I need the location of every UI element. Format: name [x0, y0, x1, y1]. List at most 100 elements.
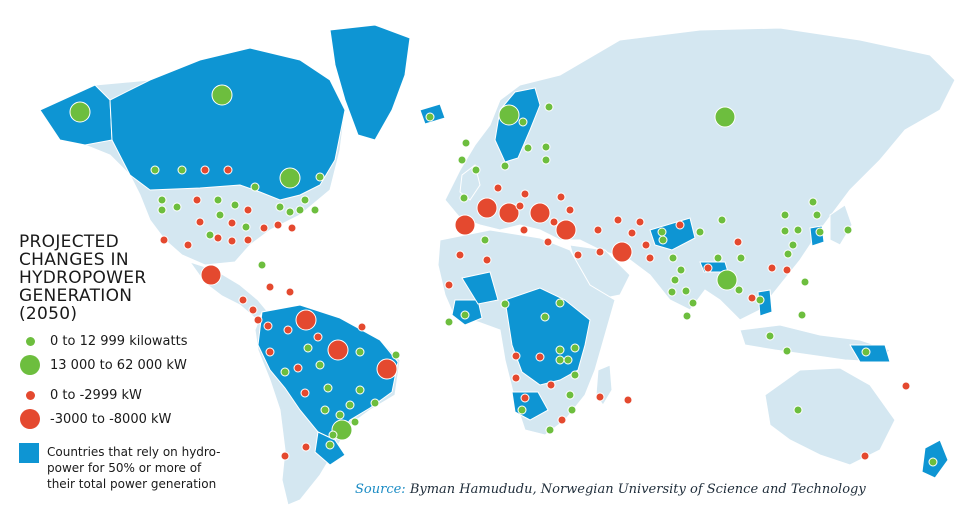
decrease-small-marker — [253, 315, 263, 325]
decrease-small-marker — [511, 373, 521, 383]
increase-small-marker — [323, 383, 333, 393]
increase-small-marker — [325, 440, 335, 450]
decrease-large-marker — [327, 339, 349, 361]
decrease-small-marker — [767, 263, 777, 273]
decrease-small-marker — [546, 380, 556, 390]
increase-small-marker — [250, 182, 260, 192]
increase-small-marker — [355, 347, 365, 357]
decrease-small-marker — [243, 235, 253, 245]
increase-small-marker — [544, 102, 554, 112]
increase-small-marker — [815, 227, 825, 237]
hydro-countries-label-line: power for 50% or more of — [47, 461, 202, 475]
hydro-south-america-north — [257, 304, 399, 441]
increase-small-marker — [555, 355, 565, 365]
hydro-countries-label-line: Countries that rely on hydro- — [47, 445, 221, 459]
increase-large-marker — [716, 269, 738, 291]
increase-small-marker — [523, 143, 533, 153]
source-label: Source: — [355, 482, 406, 497]
decrease-small-marker — [248, 305, 258, 315]
decrease-small-marker — [565, 205, 575, 215]
increase-small-marker — [800, 277, 810, 287]
increase-small-marker — [295, 205, 305, 215]
increase-small-marker — [780, 210, 790, 220]
decrease-small-marker — [192, 195, 202, 205]
decrease-small-marker — [635, 217, 645, 227]
increase-small-marker — [215, 210, 225, 220]
legend-large-increase-label: 13 000 to 62 000 kW — [50, 357, 187, 373]
increase-small-marker — [315, 360, 325, 370]
hydro-mali — [461, 271, 499, 305]
increase-small-marker — [230, 200, 240, 210]
decrease-small-marker — [623, 395, 633, 405]
hydropower-markers — [69, 84, 938, 467]
increase-small-marker — [177, 165, 187, 175]
increase-small-marker — [717, 215, 727, 225]
increase-small-marker — [670, 275, 680, 285]
decrease-small-marker — [223, 165, 233, 175]
decrease-small-marker — [703, 263, 713, 273]
increase-small-marker — [460, 310, 470, 320]
decrease-small-marker — [557, 415, 567, 425]
decrease-large-marker — [376, 358, 398, 380]
increase-small-marker — [793, 405, 803, 415]
small-red-dot-icon — [25, 390, 35, 400]
increase-small-marker — [793, 225, 803, 235]
decrease-small-marker — [227, 236, 237, 246]
increase-small-marker — [461, 138, 471, 148]
decrease-small-marker — [227, 218, 237, 228]
decrease-small-marker — [595, 392, 605, 402]
decrease-small-marker — [520, 189, 530, 199]
increase-small-marker — [444, 317, 454, 327]
increase-small-marker — [500, 299, 510, 309]
increase-small-marker — [658, 235, 668, 245]
increase-small-marker — [541, 142, 551, 152]
decrease-small-marker — [301, 442, 311, 452]
legend-title: PROJECTED CHANGES IN HYDROPOWER GENERATI… — [19, 233, 169, 323]
increase-small-marker — [280, 367, 290, 377]
decrease-small-marker — [243, 205, 253, 215]
decrease-small-marker — [613, 215, 623, 225]
increase-large-marker — [714, 106, 736, 128]
legend-title-line: PROJECTED — [19, 232, 119, 252]
increase-large-marker — [211, 84, 233, 106]
decrease-small-marker — [293, 363, 303, 373]
increase-large-marker — [279, 167, 301, 189]
large-red-dot-icon — [20, 409, 40, 429]
increase-small-marker — [518, 117, 528, 127]
decrease-small-marker — [287, 223, 297, 233]
increase-small-marker — [355, 385, 365, 395]
land-japan — [829, 204, 853, 246]
increase-small-marker — [157, 195, 167, 205]
increase-small-marker — [682, 311, 692, 321]
legend-large-decrease-label: -3000 to -8000 kW — [50, 411, 172, 427]
increase-small-marker — [563, 355, 573, 365]
increase-small-marker — [734, 285, 744, 295]
decrease-small-marker — [259, 223, 269, 233]
increase-small-marker — [668, 253, 678, 263]
increase-small-marker — [241, 222, 251, 232]
increase-small-marker — [285, 207, 295, 217]
increase-small-marker — [843, 225, 853, 235]
increase-small-marker — [780, 226, 790, 236]
hydro-greenland — [329, 24, 411, 141]
increase-small-marker — [788, 240, 798, 250]
decrease-small-marker — [265, 282, 275, 292]
decrease-small-marker — [573, 250, 583, 260]
decrease-small-marker — [159, 235, 169, 245]
increase-small-marker — [667, 287, 677, 297]
decrease-small-marker — [493, 183, 503, 193]
decrease-small-marker — [285, 287, 295, 297]
increase-small-marker — [213, 195, 223, 205]
legend-title-line: HYDROPOWER — [19, 268, 147, 288]
hydro-countries-swatch — [19, 443, 39, 463]
decrease-small-marker — [444, 280, 454, 290]
increase-small-marker — [459, 193, 469, 203]
decrease-small-marker — [543, 237, 553, 247]
legend-title-line: CHANGES IN — [19, 250, 129, 270]
decrease-small-marker — [515, 201, 525, 211]
legend-small-decrease-label: 0 to -2999 kW — [50, 387, 142, 403]
increase-small-marker — [320, 405, 330, 415]
increase-small-marker — [928, 457, 938, 467]
decrease-small-marker — [273, 220, 283, 230]
